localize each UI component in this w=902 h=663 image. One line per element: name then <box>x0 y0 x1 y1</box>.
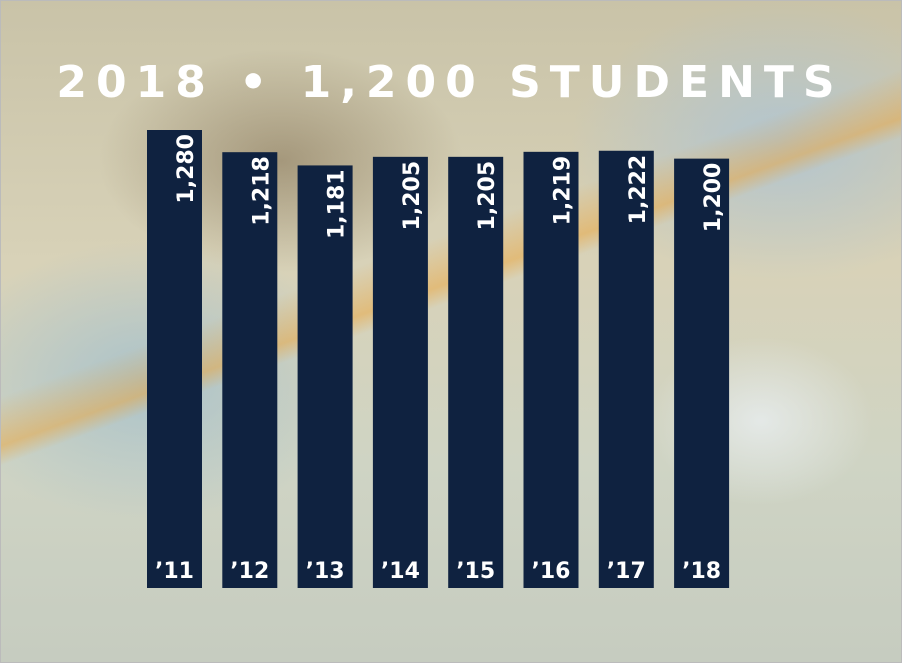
x-tick-label: ’11 <box>155 559 194 584</box>
x-tick-label: ’18 <box>682 559 721 584</box>
x-tick-label: ’12 <box>230 559 269 584</box>
value-label: 1,205 <box>400 161 425 231</box>
chart: 2018 • 1,200 STUDENTS 1,280 ’11 1,218 ’12 1,… <box>0 0 902 663</box>
value-label: 1,219 <box>551 156 576 226</box>
x-tick-label: ’13 <box>306 559 345 584</box>
value-label: 1,205 <box>475 161 500 231</box>
value-label: 1,218 <box>249 156 274 226</box>
x-tick-label: ’16 <box>532 559 571 584</box>
value-label: 1,181 <box>325 169 350 239</box>
x-tick-label: ’17 <box>607 559 646 584</box>
value-label: 1,222 <box>626 155 651 225</box>
value-label: 1,200 <box>701 163 726 233</box>
chart-title: 2018 • 1,200 STUDENTS <box>56 57 843 108</box>
x-tick-label: ’15 <box>456 559 495 584</box>
x-tick-label: ’14 <box>381 559 420 584</box>
value-label: 1,280 <box>174 134 199 204</box>
